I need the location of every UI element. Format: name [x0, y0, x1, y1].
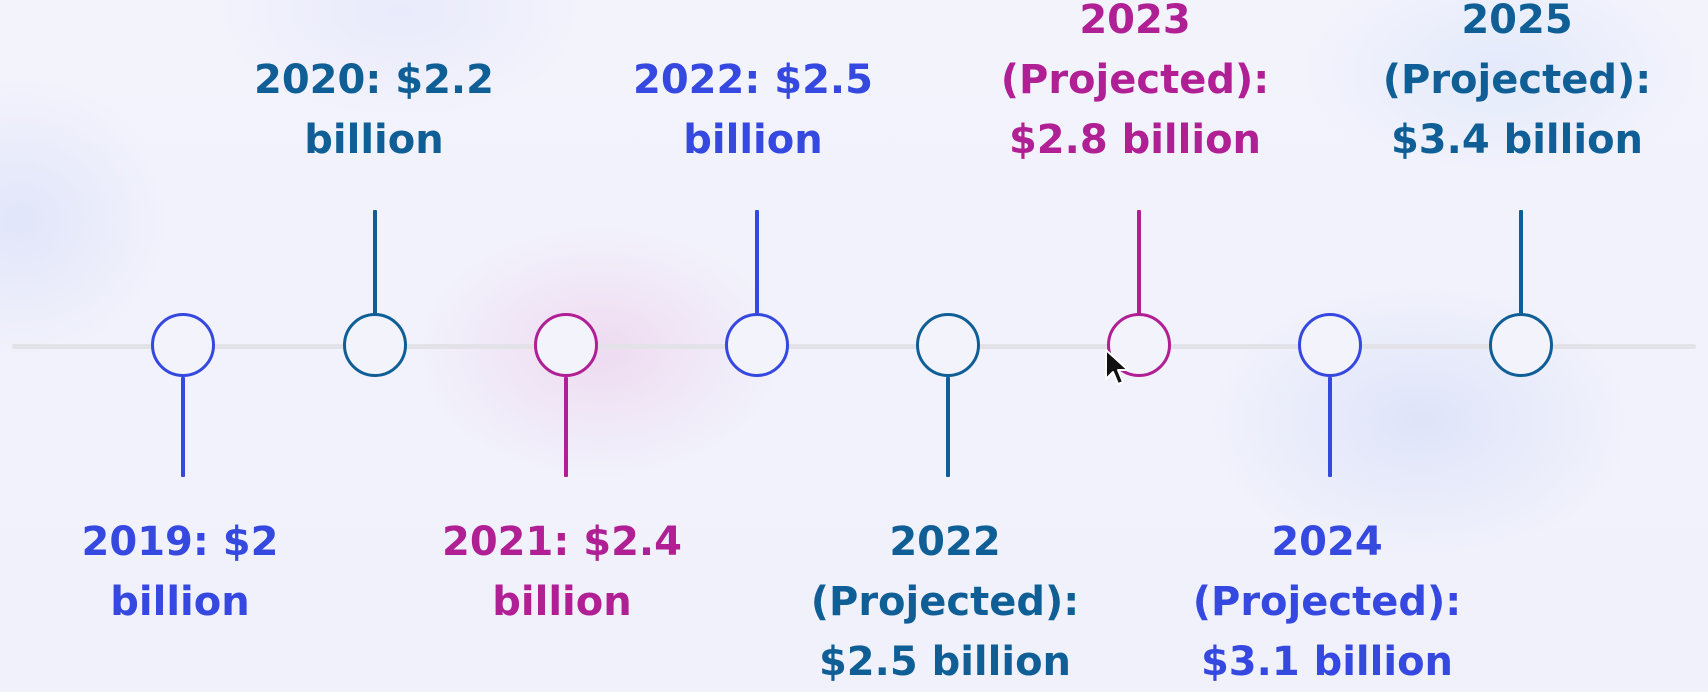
milestone-node[interactable] — [343, 313, 407, 377]
milestone-connector — [755, 210, 759, 314]
milestone-label: 2025 (Projected): $3.4 billion — [1382, 0, 1652, 163]
milestone-label: 2023 (Projected): $2.8 billion — [1000, 0, 1270, 163]
milestone-node[interactable] — [1298, 313, 1362, 377]
milestone-connector — [181, 377, 185, 477]
timeline-axis — [12, 344, 1696, 349]
milestone-node[interactable] — [725, 313, 789, 377]
milestone-connector — [1328, 377, 1332, 477]
milestone-connector — [1137, 210, 1141, 314]
milestone-node[interactable] — [916, 313, 980, 377]
milestone-label: 2022 (Projected): $2.5 billion — [810, 519, 1080, 685]
milestone-connector — [1519, 210, 1523, 314]
milestone-node[interactable] — [151, 313, 215, 377]
milestone-label: 2019: $2 billion — [81, 519, 279, 625]
milestone-label: 2022: $2.5 billion — [633, 57, 873, 163]
milestone-label: 2024 (Projected): $3.1 billion — [1192, 519, 1462, 685]
milestone-label: 2021: $2.4 billion — [442, 519, 682, 625]
milestone-connector — [373, 210, 377, 314]
mouse-pointer-icon — [1105, 349, 1129, 385]
milestone-node[interactable] — [534, 313, 598, 377]
milestone-node[interactable] — [1489, 313, 1553, 377]
milestone-label: 2020: $2.2 billion — [254, 57, 494, 163]
milestone-connector — [946, 377, 950, 477]
milestone-connector — [564, 377, 568, 477]
